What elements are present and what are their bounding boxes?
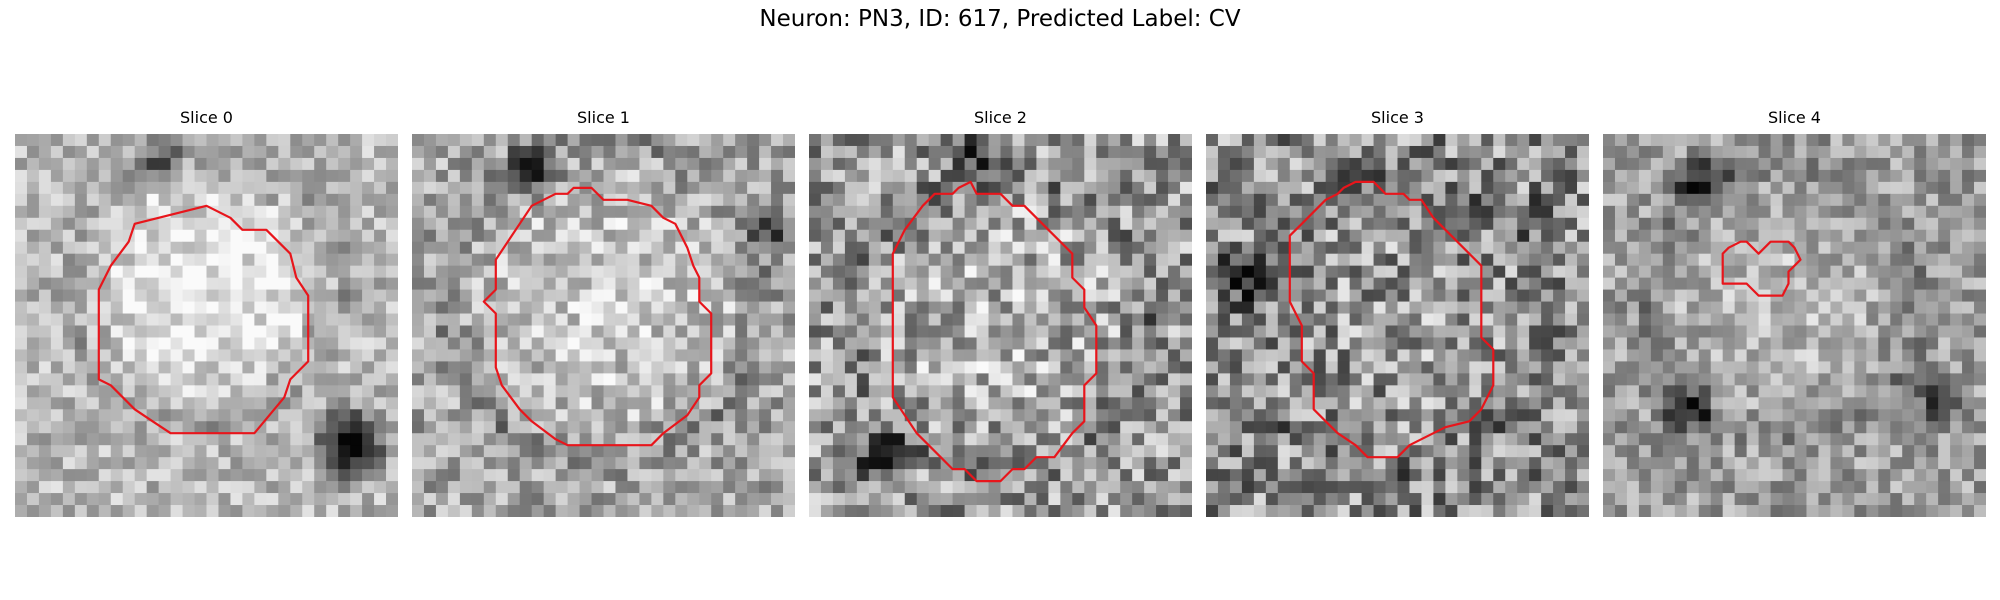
slice-image	[412, 134, 795, 517]
slice-title: Slice 2	[974, 108, 1027, 127]
slice-title: Slice 4	[1768, 108, 1821, 127]
segmentation-contour	[1721, 240, 1802, 297]
segmentation-contour	[482, 186, 713, 447]
slice-image	[1603, 134, 1986, 517]
slice-title: Slice 3	[1371, 108, 1424, 127]
slice-title: Slice 0	[180, 108, 233, 127]
segmentation-contour	[97, 204, 310, 435]
figure-title: Neuron: PN3, ID: 617, Predicted Label: C…	[759, 6, 1241, 32]
slice-image	[1206, 134, 1589, 517]
slice-title: Slice 1	[577, 108, 630, 127]
segmentation-contour	[1288, 180, 1495, 459]
slice-image	[15, 134, 398, 517]
segmentation-contour	[891, 180, 1098, 483]
slice-image	[809, 134, 1192, 517]
